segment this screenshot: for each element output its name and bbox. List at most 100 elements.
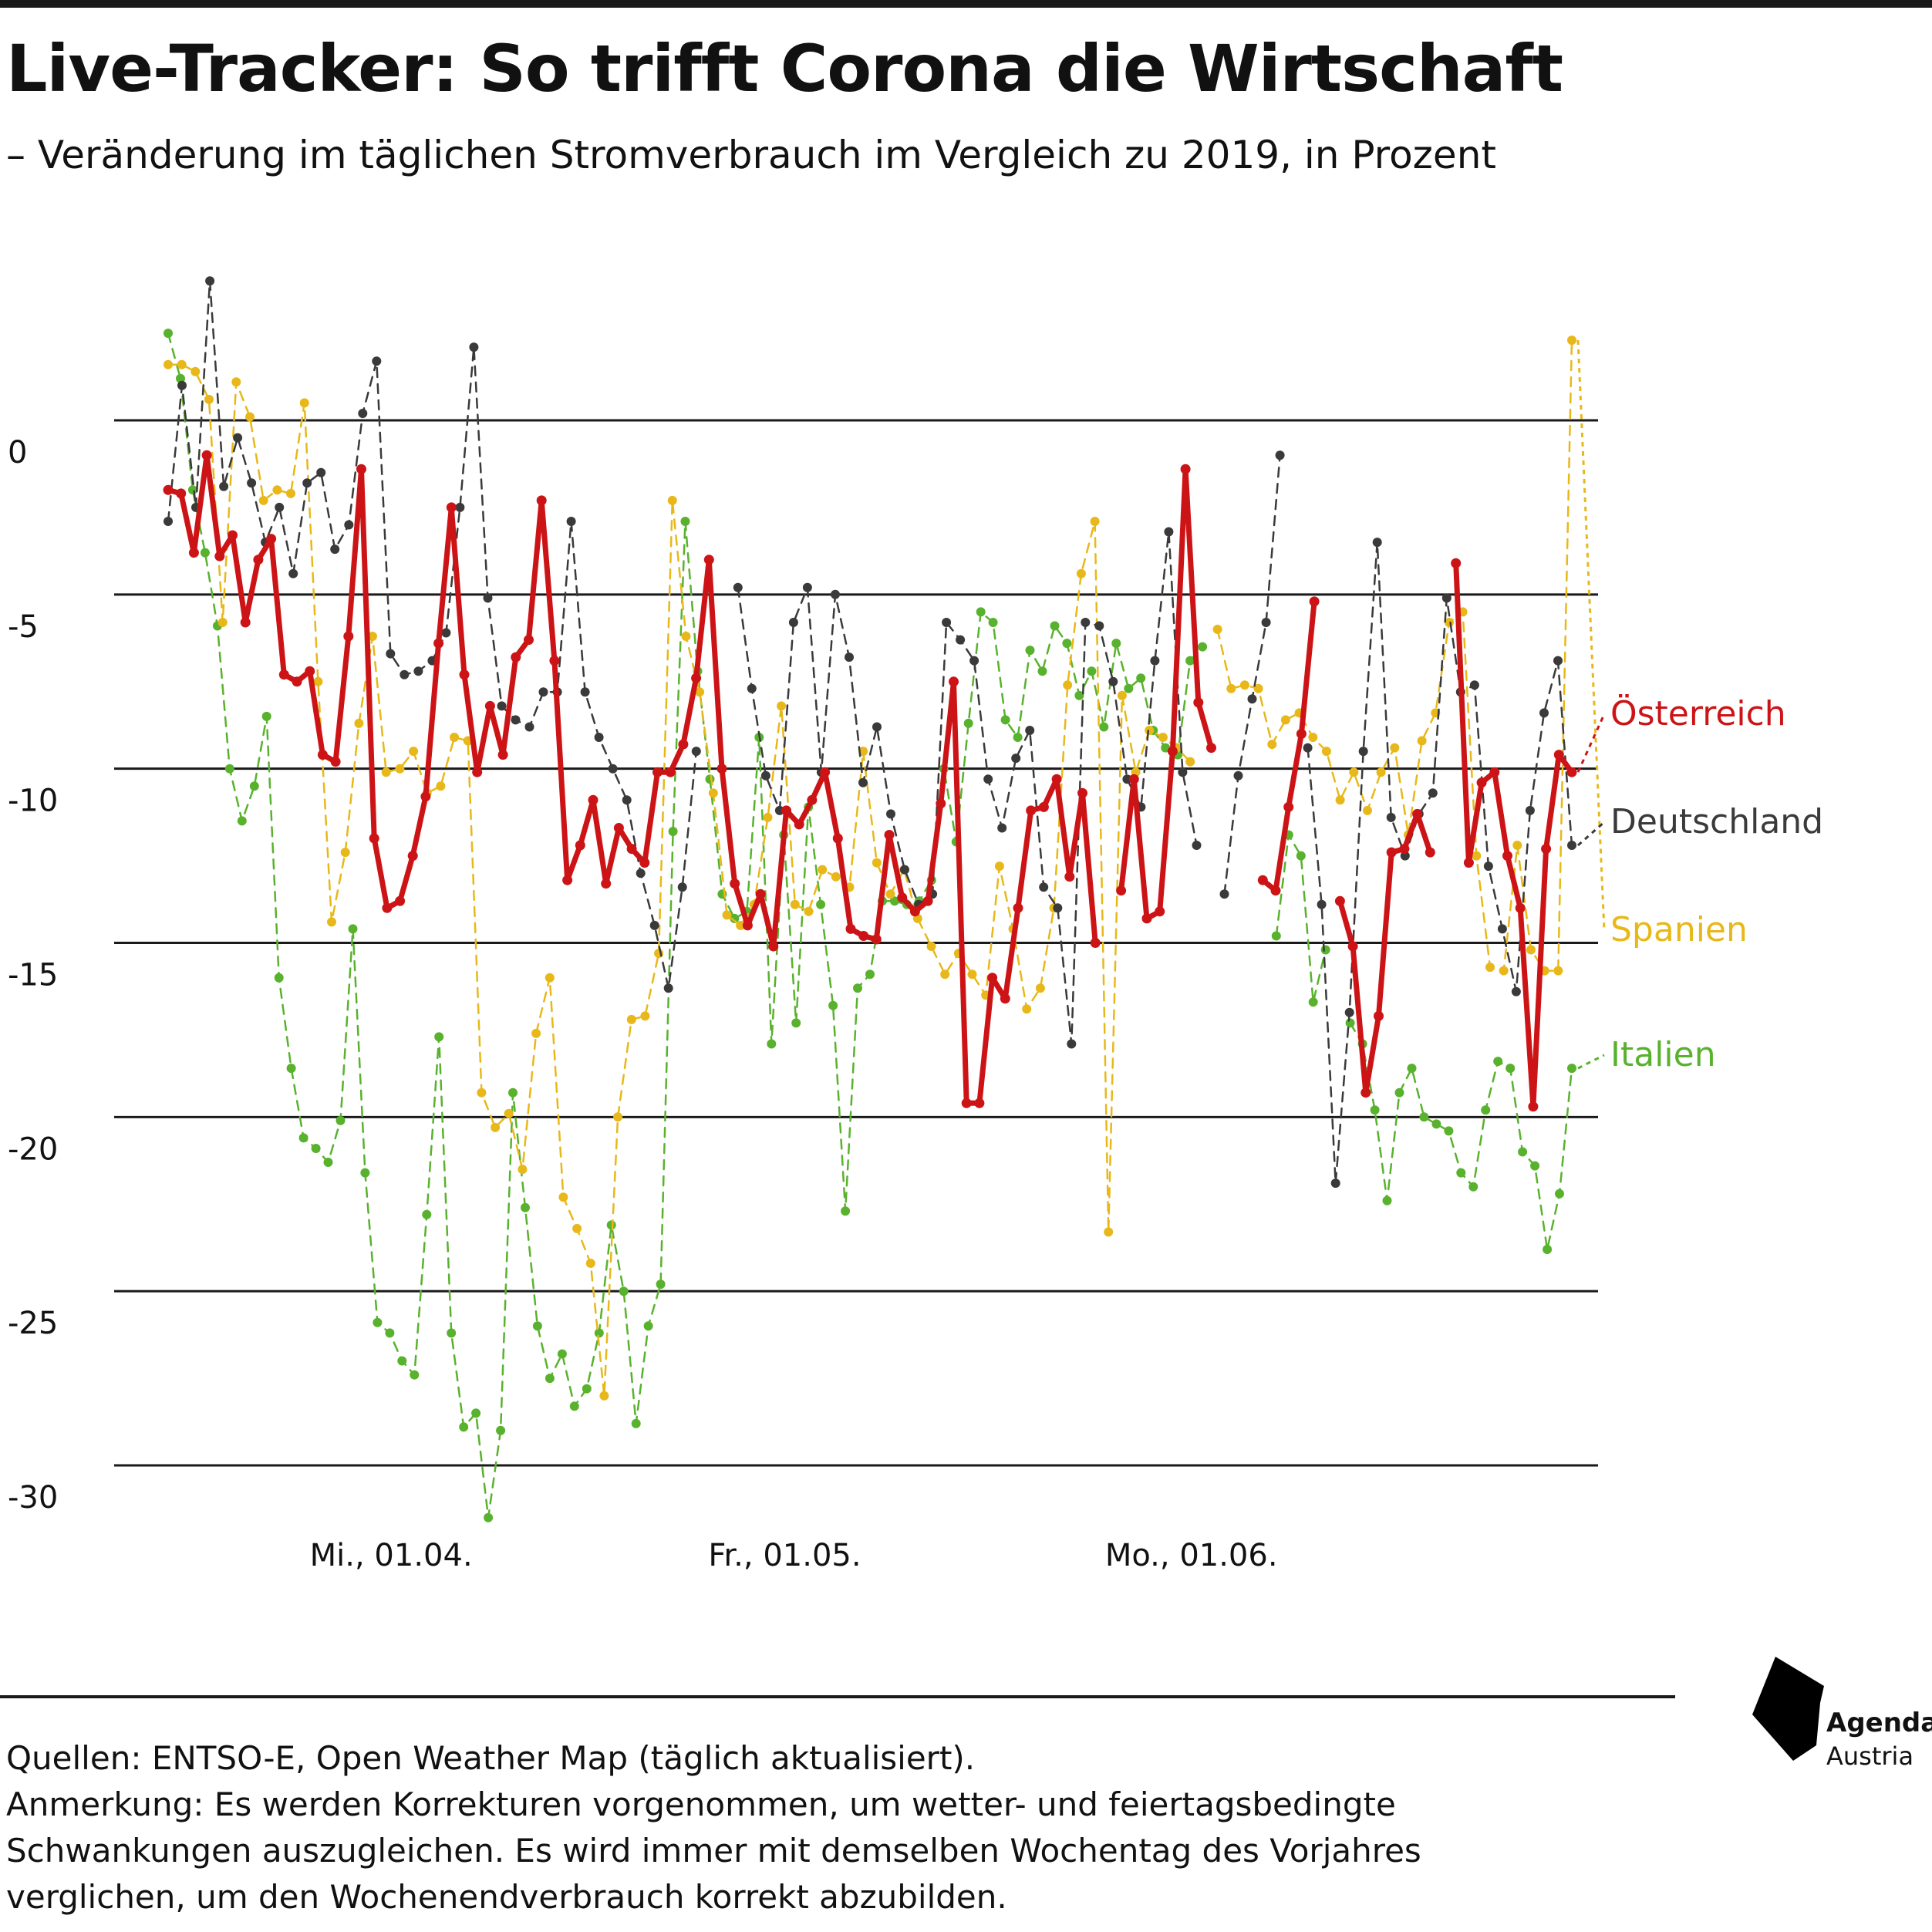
- data-point-italien: [853, 983, 862, 993]
- data-point-deutschland: [455, 502, 465, 512]
- data-point-sterreich: [524, 635, 534, 646]
- data-point-italien: [1050, 621, 1060, 631]
- data-point-italien: [422, 1209, 432, 1219]
- leader-line-italien: [1577, 1054, 1605, 1070]
- data-point-italien: [791, 1018, 801, 1028]
- data-point-deutschland: [233, 433, 243, 443]
- data-point-italien: [1087, 666, 1097, 676]
- data-point-sterreich: [1116, 885, 1127, 896]
- leader-line-spanien: [1576, 340, 1606, 931]
- data-point-deutschland: [511, 715, 521, 725]
- data-point-italien: [484, 1512, 494, 1522]
- data-point-spanien: [450, 733, 460, 742]
- data-point-spanien: [640, 1011, 650, 1021]
- data-point-italien: [1296, 851, 1306, 861]
- data-point-deutschland: [1053, 903, 1063, 913]
- data-point-italien: [471, 1408, 481, 1418]
- data-point-deutschland: [760, 770, 770, 781]
- grid-lines: [114, 419, 1598, 1467]
- data-point-sterreich: [407, 851, 418, 861]
- data-point-sterreich: [1334, 895, 1345, 906]
- data-point-spanien: [545, 973, 555, 983]
- data-point-sterreich: [678, 739, 689, 750]
- data-point-italien: [164, 329, 173, 339]
- series-line-sterreich: [1453, 560, 1575, 1110]
- data-point-sterreich: [1193, 697, 1204, 708]
- data-point-deutschland: [164, 517, 173, 526]
- data-point-deutschland: [1441, 593, 1452, 603]
- data-point-spanien: [777, 701, 787, 711]
- data-point-spanien: [531, 1028, 541, 1038]
- data-point-sterreich: [936, 798, 946, 809]
- data-point-italien: [631, 1418, 641, 1428]
- data-point-deutschland: [247, 478, 257, 488]
- data-point-sterreich: [382, 902, 393, 913]
- data-point-italien: [606, 1220, 616, 1230]
- data-point-sterreich: [974, 1097, 985, 1108]
- data-point-sterreich: [987, 973, 998, 983]
- data-point-deutschland: [608, 764, 618, 774]
- data-point-sterreich: [781, 805, 791, 816]
- data-point-deutschland: [1567, 841, 1576, 850]
- data-point-sterreich: [1541, 844, 1552, 855]
- data-point-deutschland: [858, 777, 868, 787]
- data-point-deutschland: [219, 481, 229, 491]
- data-point-italien: [1074, 690, 1084, 700]
- data-point-deutschland: [1150, 656, 1160, 666]
- data-point-sterreich: [420, 791, 431, 802]
- series-line-spanien: [167, 363, 1192, 1397]
- data-point-deutschland: [1164, 527, 1174, 537]
- data-point-deutschland: [1497, 924, 1507, 934]
- data-point-italien: [569, 1401, 579, 1411]
- data-point-deutschland: [386, 649, 396, 659]
- data-point-sterreich: [228, 530, 238, 541]
- data-point-italien: [841, 1206, 851, 1216]
- data-point-sterreich: [1206, 743, 1216, 754]
- data-point-sterreich: [1399, 844, 1410, 855]
- data-point-spanien: [1280, 715, 1290, 725]
- data-point-deutschland: [1358, 747, 1368, 757]
- data-point-deutschland: [1303, 743, 1313, 753]
- data-point-italien: [1271, 931, 1281, 941]
- data-point-spanien: [177, 359, 187, 369]
- data-point-spanien: [354, 718, 364, 728]
- data-point-spanien: [1526, 945, 1536, 955]
- data-point-deutschland: [205, 276, 215, 286]
- data-point-spanien: [885, 889, 895, 899]
- data-point-spanien: [1117, 690, 1127, 700]
- data-point-sterreich: [730, 878, 740, 889]
- footer-sources: Quellen: ENTSO-E, Open Weather Map (tägl…: [6, 1739, 976, 1777]
- data-point-deutschland: [1039, 882, 1049, 892]
- data-point-italien: [410, 1370, 420, 1380]
- data-point-deutschland: [1344, 1007, 1354, 1017]
- data-point-sterreich: [1000, 993, 1010, 1004]
- data-point-sterreich: [536, 495, 547, 506]
- data-point-italien: [1518, 1147, 1528, 1157]
- data-point-spanien: [818, 865, 828, 875]
- y-tick-label: -20: [8, 1131, 58, 1167]
- data-point-sterreich: [1566, 767, 1577, 777]
- data-point-deutschland: [344, 520, 354, 530]
- data-point-sterreich: [1038, 801, 1049, 812]
- logo-text-line1: Agenda: [1826, 1708, 1932, 1738]
- data-point-sterreich: [395, 895, 406, 906]
- data-point-spanien: [1485, 963, 1495, 973]
- data-point-sterreich: [1257, 875, 1268, 885]
- data-point-spanien: [790, 899, 800, 909]
- data-point-italien: [557, 1349, 567, 1359]
- series-line-deutschland: [737, 531, 1198, 1045]
- data-point-sterreich: [1270, 885, 1281, 896]
- data-point-deutschland: [677, 882, 687, 892]
- data-point-spanien: [395, 764, 405, 774]
- y-axis-ticks: 0 -5 -10 -15 -20 -25 -30: [8, 435, 58, 1516]
- data-point-deutschland: [538, 687, 548, 697]
- y-tick-label: -30: [8, 1480, 58, 1516]
- data-point-deutschland: [316, 467, 326, 477]
- data-point-sterreich: [472, 767, 483, 777]
- data-point-sterreich: [1051, 774, 1062, 784]
- data-point-deutschland: [580, 687, 590, 697]
- data-point-italien: [816, 899, 826, 909]
- data-point-sterreich: [1515, 902, 1526, 913]
- series-lines: [163, 276, 1577, 1522]
- series-line-deutschland: [167, 280, 698, 990]
